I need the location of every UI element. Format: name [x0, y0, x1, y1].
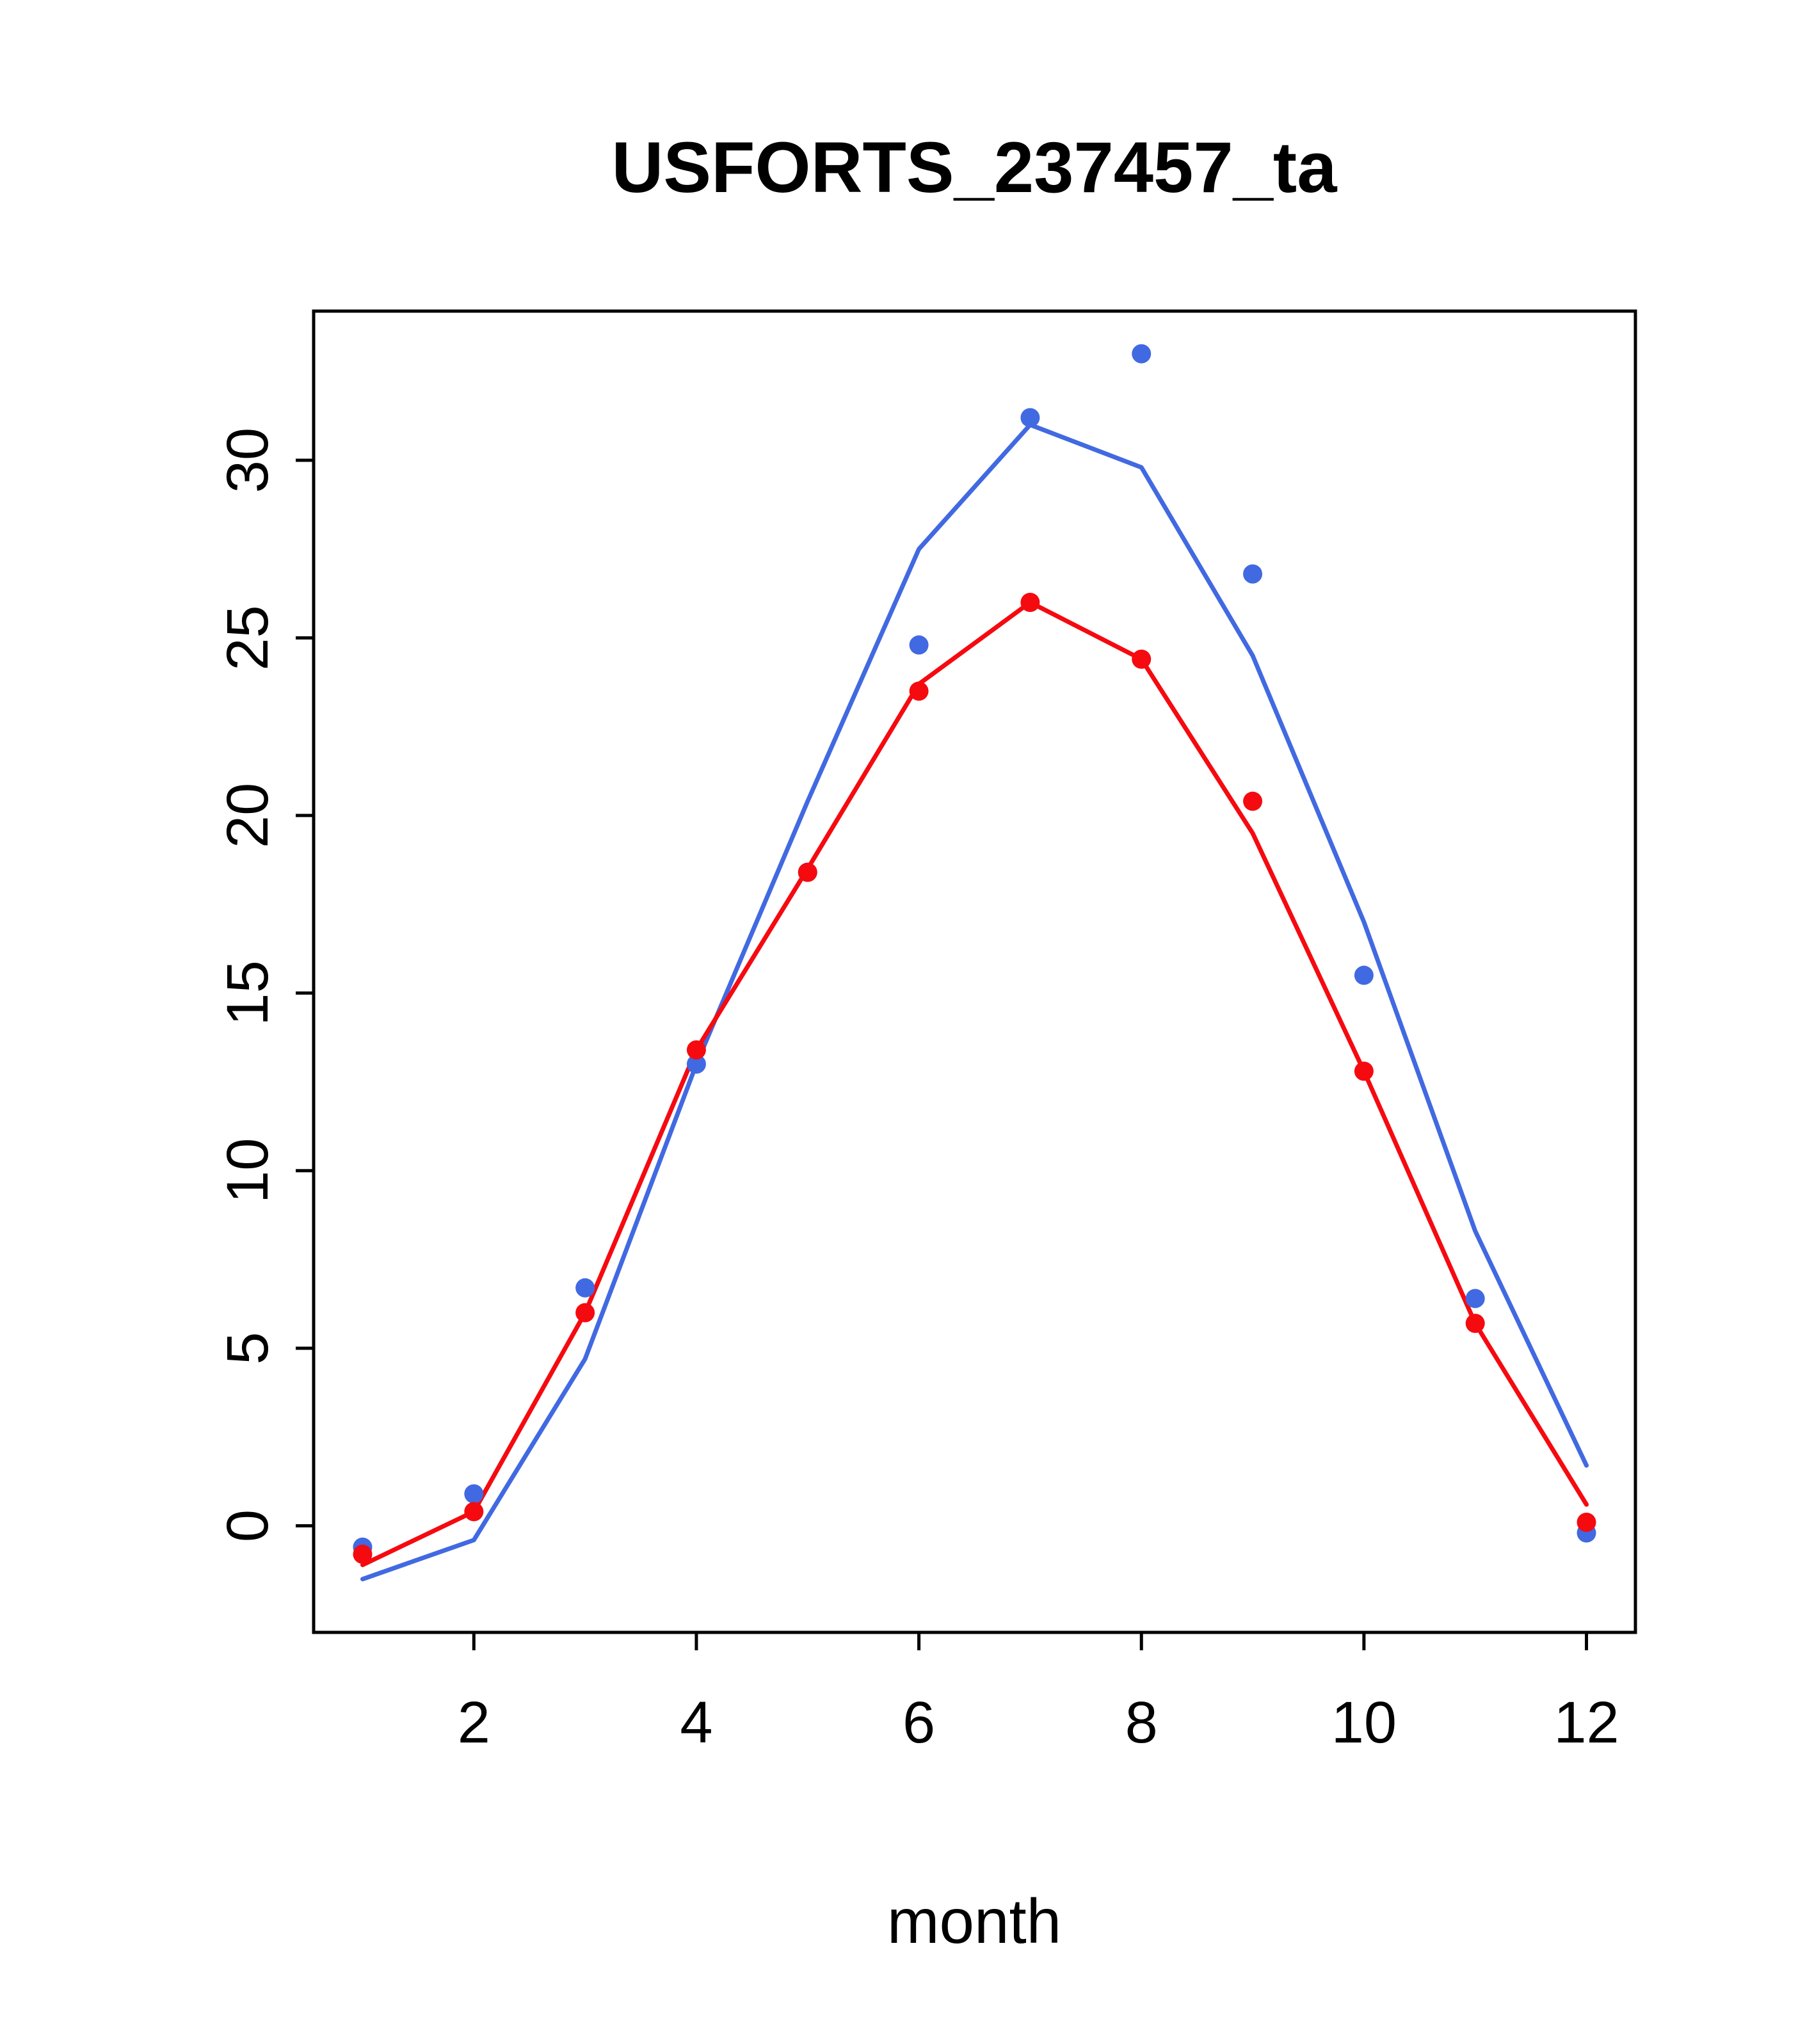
blue-points-marker: [1354, 965, 1374, 985]
blue-points-marker: [464, 1484, 484, 1504]
chart-title: USFORTS_237457_ta: [611, 127, 1337, 207]
x-tick-label: 8: [1125, 1690, 1158, 1755]
red-line: [360, 600, 1589, 1568]
red-points: [353, 592, 1596, 1564]
y-tick-label: 5: [215, 1332, 280, 1365]
red-points-marker: [1465, 1314, 1485, 1333]
blue-points-marker: [1132, 344, 1152, 364]
red-points-marker: [464, 1502, 484, 1522]
blue-points-marker: [1243, 564, 1263, 584]
blue-points: [353, 344, 1596, 1557]
red-points-marker: [1243, 791, 1263, 811]
x-tick-label: 12: [1553, 1690, 1619, 1755]
plot-border: [312, 309, 1637, 1634]
x-tick-label: 2: [458, 1690, 490, 1755]
y-tick-label: 10: [215, 1138, 280, 1203]
red-points-marker: [686, 1040, 706, 1060]
red-points-marker: [1577, 1513, 1596, 1532]
x-tick-label: 10: [1331, 1690, 1397, 1755]
blue-points-marker: [1020, 408, 1040, 428]
red-points-marker: [353, 1544, 373, 1564]
y-tick-label: 15: [215, 960, 280, 1026]
blue-points-marker: [686, 1054, 706, 1074]
x-axis-label: month: [887, 1886, 1061, 1956]
series-layer: [353, 344, 1596, 1582]
y-tick-label: 25: [215, 605, 280, 670]
y-tick-label: 20: [215, 783, 280, 848]
red-points-marker: [909, 681, 929, 701]
blue-line: [360, 422, 1589, 1582]
y-tick-label: 30: [215, 428, 280, 493]
red-points-marker: [1132, 649, 1152, 669]
blue-points-marker: [909, 635, 929, 655]
blue-points-marker: [1465, 1289, 1485, 1308]
x-tick-label: 4: [680, 1690, 712, 1755]
red-points-marker: [1354, 1061, 1374, 1081]
red-points-marker: [575, 1303, 595, 1323]
y-tick-label: 0: [215, 1509, 280, 1542]
blue-points-marker: [575, 1278, 595, 1298]
x-tick-label: 6: [903, 1690, 935, 1755]
axes: 2 4 6 8 10 12 0 5 10 15 20 25 30: [215, 428, 1619, 1755]
red-points-marker: [798, 862, 817, 882]
red-points-marker: [1020, 592, 1040, 612]
